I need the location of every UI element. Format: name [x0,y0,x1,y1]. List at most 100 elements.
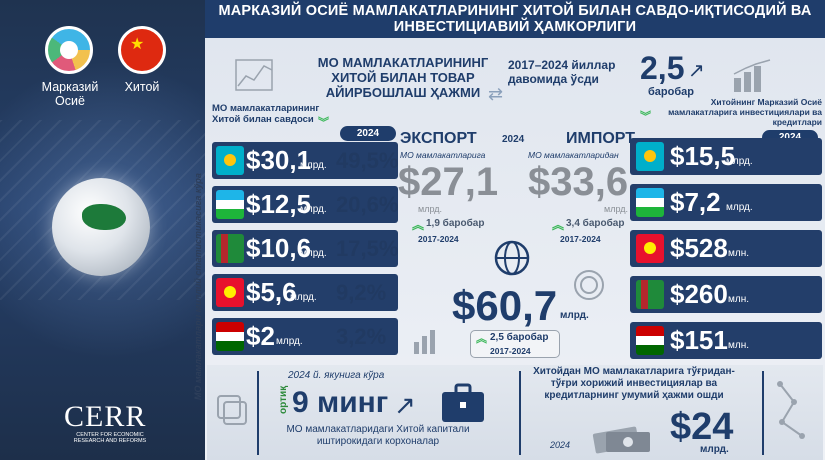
trade-row-uz [212,186,398,223]
export-growth: 1,9 баробар [426,218,485,229]
invest-value: $7,2 [670,187,721,217]
enterprises-desc: МО мамлакатларидаги Хитой капитали иштир… [286,424,470,447]
bottom-note: 2024 й. якунига кўра [288,370,385,381]
trade-row-tm [212,230,398,267]
import-value: $33,6 [528,160,629,204]
growth-arrow-icon: ︽ [476,333,487,345]
total-unit: млрд. [560,310,589,321]
tajikistan-flag-icon [636,326,664,355]
trade-value: $30,1 [246,145,312,175]
invest-unit: млн. [728,294,750,305]
turkmenistan-flag-icon [636,280,664,309]
trade-unit: млрд. [276,336,303,347]
trade-value: $2 [246,321,275,351]
invest-unit: млрд. [726,202,753,213]
fdi-title: Хитойдан МО мамлакатларига тўғридан-тўғр… [533,366,735,401]
invest-row-uz [630,184,822,221]
import-unit: млрд. [604,204,628,214]
money-bills-icon [592,426,650,454]
trade-unit: млрд. [290,292,317,303]
total-period: 2017-2024 [490,346,531,356]
trade-row-kz [212,142,398,179]
divider [257,371,259,455]
growth-chart-icon [414,330,435,354]
china-map-shape [82,204,126,230]
ortiq-label: ортиқ [278,385,289,414]
trade-unit: млрд. [300,204,327,215]
cerr-logo-subtitle: CENTER FOR ECONOMIC RESEARCH AND REFORMS [73,432,147,444]
growth-arrow-icon: ︽ [552,218,565,232]
import-period: 2017-2024 [560,234,601,244]
fdi-unit: млрд. [700,444,729,455]
import-label: ИМПОРТ [566,130,636,147]
vertical-source-note: МО мамлакатлари миллий статистикасига кў… [193,173,203,400]
chart-line-icon [235,59,273,91]
growth-value: 2,5 [640,50,685,86]
trade-unit: млрд. [300,248,327,259]
invest-row-tj [630,322,822,359]
briefcase-icon [442,383,484,422]
trade-volume-title: МО МАМЛАКАТЛАРИНИНГ ХИТОЙ БИЛАН ТОВАР АЙ… [317,55,489,100]
kazakhstan-flag-icon [636,142,664,171]
page-title: МАРКАЗИЙ ОСИЁ МАМЛАКАТЛАРИНИНГ ХИТОЙ БИЛ… [205,0,825,38]
invest-value: $528 [670,233,728,263]
divider [762,371,764,455]
growth-period-text: 2017–2024 йиллар давомида ўсди [508,58,616,86]
network-nodes-icon [777,381,805,439]
bar-chart-icon [733,59,771,92]
invest-row-kz [630,138,822,175]
trade-share: 20,6% [336,192,399,217]
up-arrow-icon: ↗ [688,60,705,82]
copy-squares-icon [217,395,247,425]
invest-value: $151 [670,325,728,355]
center-year: 2024 [502,134,525,145]
invest-row-kg [630,230,822,267]
trade-heading: МО мамлакатларининг Хитой билан савдоси [212,103,320,125]
central-asia-logo-icon [45,26,93,74]
import-sub: МО мамлакатларидан [528,150,619,160]
coins-icon [574,270,604,300]
growth-unit: баробар [648,86,694,98]
globe-network-icon [494,240,530,276]
chevron-down-icon: ︾ [318,117,329,129]
trade-year-pill: 2024 [340,126,396,141]
divider [519,371,521,455]
total-growth: 2,5 баробар [490,332,549,343]
kyrgyzstan-flag-icon [636,234,664,263]
trade-unit: млрд. [300,160,327,171]
exchange-arrows-icon: ⇄ [488,84,504,104]
trade-share: 49,5% [336,148,399,173]
cerr-logo: CERR [64,400,147,433]
growth-arrow-icon: ︽ [412,218,425,232]
trade-value: $5,6 [246,277,297,307]
china-flag-icon: ★ [118,26,166,74]
china-label: Хитой [124,80,160,94]
invest-unit: млн. [728,340,750,351]
trade-share: 9,2% [336,280,387,305]
trade-share: 3,2% [336,324,387,349]
fdi-value: $24 [670,406,734,448]
export-label: ЭКСПОРТ [400,130,477,147]
enterprises-count: 9 минг [292,386,389,419]
uzbekistan-flag-icon [636,188,664,217]
fdi-year: 2024 [550,440,571,450]
invest-unit: млн. [728,248,750,259]
trade-row-tj [212,318,398,355]
trade-value: $10,6 [246,233,312,263]
turkmenistan-flag-icon [216,234,244,263]
trade-value: $12,5 [246,189,312,219]
export-unit: млрд. [418,204,442,214]
uzbekistan-flag-icon [216,190,244,219]
invest-heading: Хитойнинг Марказий Осиё мамлакатларига и… [668,97,822,127]
tajikistan-flag-icon [216,322,244,351]
kazakhstan-flag-icon [216,146,244,175]
chevron-down-icon: ︾ [640,111,651,123]
export-value: $27,1 [398,160,499,204]
central-asia-label: Марказий Осиё [41,80,99,108]
import-growth: 3,4 баробар [566,218,625,229]
invest-row-tm [630,276,822,313]
trade-share: 17,5% [336,236,399,261]
invest-unit: млрд. [726,156,753,167]
total-growth-box [470,330,560,358]
invest-value: $260 [670,279,728,309]
